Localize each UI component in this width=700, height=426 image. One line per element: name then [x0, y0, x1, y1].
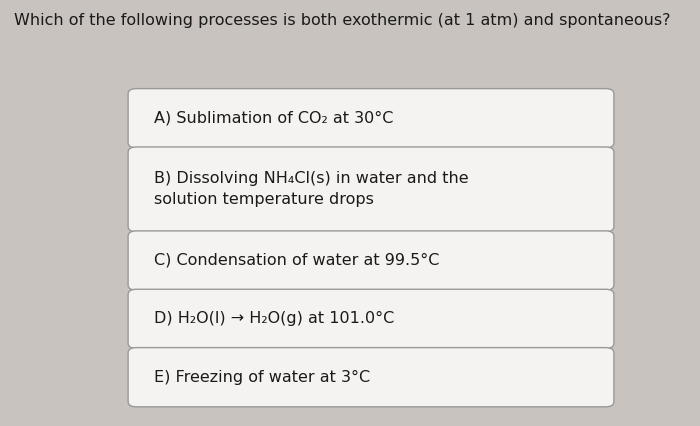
Text: D) H₂O(l) → H₂O(g) at 101.0°C: D) H₂O(l) → H₂O(g) at 101.0°C [154, 311, 394, 326]
FancyBboxPatch shape [128, 147, 614, 232]
Text: C) Condensation of water at 99.5°C: C) Condensation of water at 99.5°C [154, 253, 440, 268]
Text: E) Freezing of water at 3°C: E) Freezing of water at 3°C [154, 370, 370, 385]
Text: A) Sublimation of CO₂ at 30°C: A) Sublimation of CO₂ at 30°C [154, 111, 393, 126]
FancyBboxPatch shape [128, 231, 614, 290]
Text: Which of the following processes is both exothermic (at 1 atm) and spontaneous?: Which of the following processes is both… [14, 13, 671, 28]
FancyBboxPatch shape [128, 89, 614, 148]
FancyBboxPatch shape [128, 348, 614, 407]
Text: B) Dissolving NH₄Cl(s) in water and the
solution temperature drops: B) Dissolving NH₄Cl(s) in water and the … [154, 171, 468, 207]
FancyBboxPatch shape [128, 289, 614, 348]
